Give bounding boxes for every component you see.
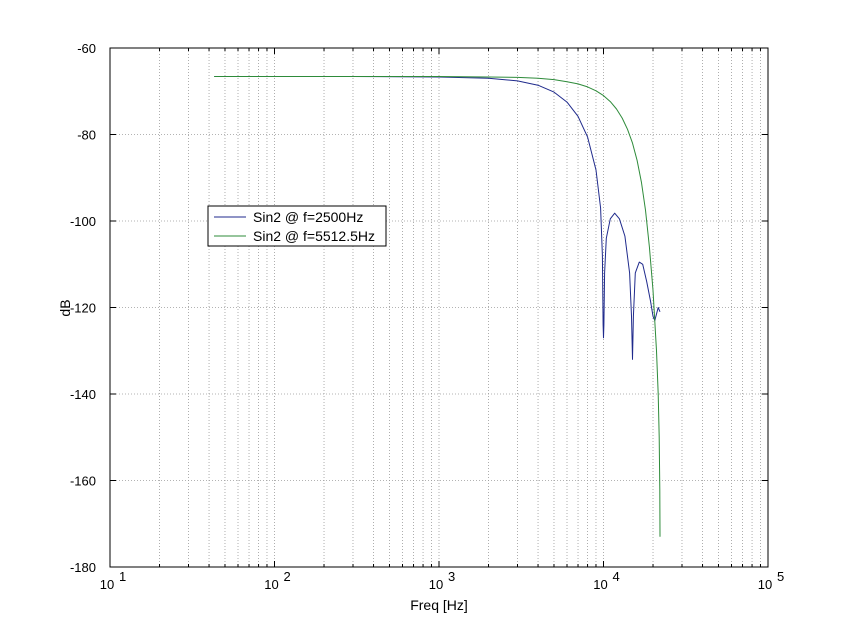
series-line-1 (214, 76, 661, 360)
y-tick-label: -160 (70, 474, 96, 489)
y-tick-labels: -60 -80 -100 -120 -140 -160 -180 (70, 41, 96, 575)
x-tick-label-exponent: 3 (448, 569, 455, 584)
legend-label-series-1: Sin2 @ f=2500Hz (253, 209, 363, 225)
grid (110, 48, 768, 567)
y-tick-label: -180 (70, 560, 96, 575)
y-tick-label: -80 (77, 128, 96, 143)
x-tick-label: 10 (100, 577, 114, 592)
x-axis-title: Freq [Hz] (410, 597, 468, 613)
y-tick-label: -100 (70, 214, 96, 229)
series-line-2 (214, 76, 661, 537)
series-layer (214, 76, 661, 537)
y-axis-title: dB (57, 299, 73, 316)
legend-box (207, 205, 387, 247)
ticks (110, 47, 768, 568)
x-tick-labels: 10 1 10 2 10 3 10 4 10 5 (100, 569, 784, 592)
x-tick-label: 10 (593, 577, 607, 592)
y-tick-label: -140 (70, 387, 96, 402)
x-tick-label-exponent: 4 (613, 569, 620, 584)
legend-label-series-2: Sin2 @ f=5512.5Hz (253, 228, 375, 244)
x-tick-label: 10 (429, 577, 443, 592)
x-tick-label-exponent: 5 (777, 569, 784, 584)
y-tick-label: -120 (70, 301, 96, 316)
x-tick-label-exponent: 2 (284, 569, 291, 584)
y-tick-label: -60 (77, 41, 96, 56)
x-tick-label: 10 (758, 577, 772, 592)
x-tick-label: 10 (264, 577, 278, 592)
x-tick-label-exponent: 1 (119, 569, 126, 584)
legend: Sin2 @ f=2500Hz Sin2 @ f=5512.5Hz (207, 205, 387, 247)
